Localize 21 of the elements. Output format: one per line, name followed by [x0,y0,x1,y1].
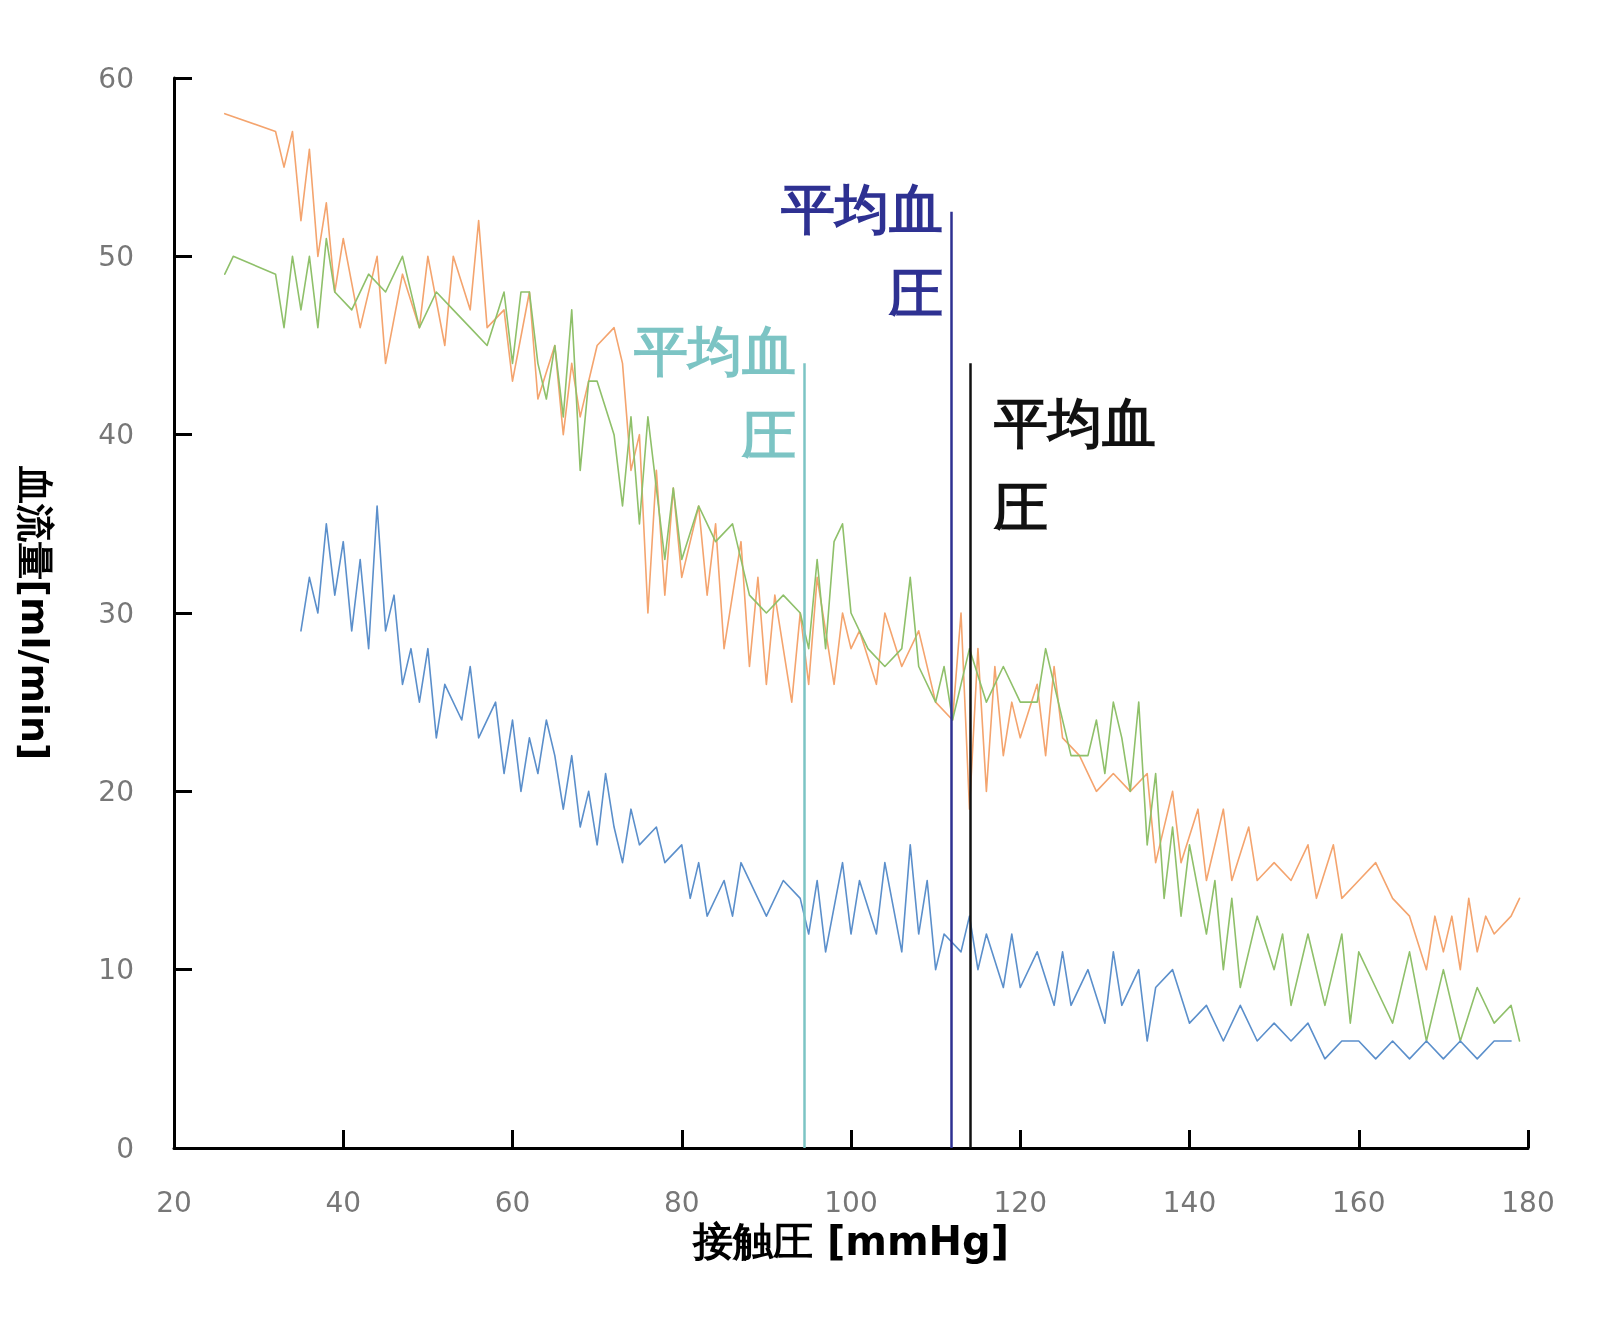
y-axis-title: 血流量[ml/min] [13,464,57,761]
y-tick-label: 50 [98,239,134,273]
y-tick-label: 30 [98,596,134,630]
y-tick-label: 20 [98,774,134,808]
y-tick-label: 40 [98,418,134,452]
x-tick-label: 180 [1501,1185,1555,1219]
x-tick-label: 100 [824,1185,878,1219]
x-tick-label: 40 [325,1185,362,1219]
x-tick-label: 20 [156,1185,192,1219]
x-tick-label: 120 [993,1185,1047,1219]
x-axis-title: 接触圧 [mmHg] [691,1217,1009,1264]
x-tick-label: 60 [494,1185,531,1219]
x-tick-label: 80 [663,1185,700,1219]
x-tick-label: 140 [1162,1185,1217,1219]
y-tick-label: 60 [98,61,134,95]
ref-line-label: 平均血圧 [993,391,1157,539]
y-tick-label: 10 [98,953,134,987]
line-series [223,112,1521,971]
x-tick-label: 160 [1332,1185,1386,1219]
y-tick-label: 0 [116,1131,134,1165]
line-series [223,237,1521,1042]
